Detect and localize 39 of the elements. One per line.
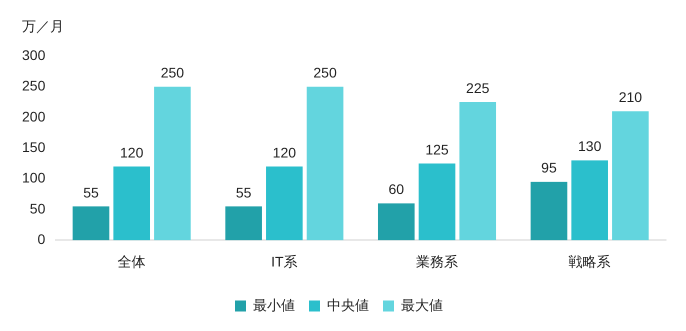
data-label: 60 [388, 181, 404, 198]
legend-label: 最小値 [253, 296, 295, 313]
bar [266, 166, 303, 240]
x-tick-label: 戦略系 [568, 253, 611, 270]
bar [530, 182, 568, 240]
bar [459, 102, 496, 240]
y-tick-label: 100 [22, 170, 46, 186]
x-tick-label: IT系 [271, 253, 298, 270]
data-label: 250 [160, 64, 184, 81]
bar [154, 86, 191, 240]
data-label: 95 [541, 160, 557, 176]
y-tick-label: 0 [38, 231, 46, 248]
bar [225, 206, 262, 240]
data-label: 55 [236, 184, 252, 200]
y-tick-label: 300 [22, 46, 46, 63]
bar [306, 86, 344, 240]
data-label: 125 [425, 141, 449, 158]
legend-label: 最大値 [401, 296, 443, 313]
y-tick-label: 250 [22, 78, 46, 94]
bar [612, 111, 649, 240]
data-label: 250 [313, 64, 337, 81]
bar [113, 166, 150, 240]
y-tick-label: 150 [22, 138, 46, 155]
data-label: 130 [578, 138, 602, 154]
data-label: 120 [120, 144, 144, 160]
bar [418, 163, 456, 240]
data-label: 55 [83, 184, 99, 200]
data-label: 210 [618, 89, 642, 106]
bar [571, 160, 608, 240]
y-tick-label: 200 [22, 108, 46, 124]
bar [378, 203, 415, 240]
data-label: 225 [466, 80, 490, 96]
y-axis-title: 万／月 [22, 18, 64, 34]
y-tick-label: 50 [30, 200, 46, 216]
bar [72, 206, 110, 240]
x-tick-label: 全体 [118, 253, 146, 270]
data-label: 120 [272, 144, 296, 160]
legend-label: 中央値 [327, 296, 369, 313]
x-tick-label: 業務系 [416, 253, 458, 270]
